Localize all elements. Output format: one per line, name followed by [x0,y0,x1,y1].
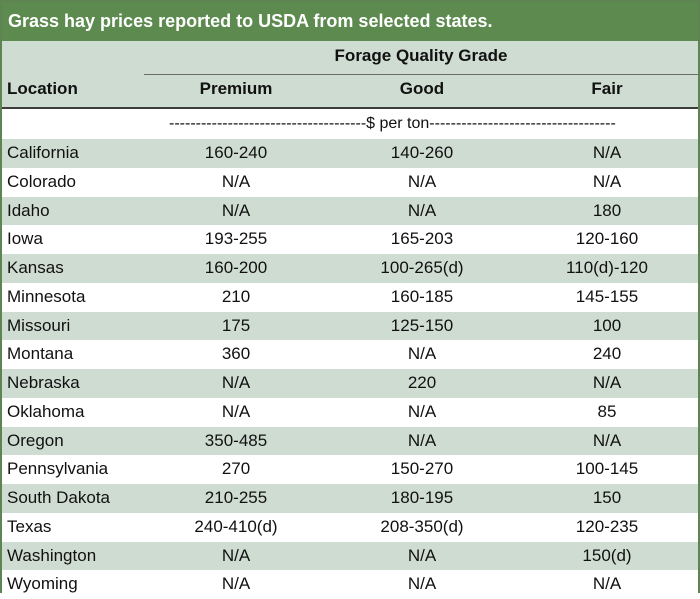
table-header: Forage Quality Grade Location Premium Go… [2,41,698,107]
good-cell: N/A [407,344,437,364]
location-cell: Oklahoma [7,401,85,421]
table-row: Iowa 193-255 165-203 120-160 [2,225,698,254]
table-row: Minnesota 210 160-185 145-155 [2,282,698,312]
good-cell: N/A [407,401,437,421]
table-row: Pennsylvania 270 150-270 100-145 [2,455,698,484]
good-cell: 160-185 [390,286,454,306]
fair-cell: 85 [597,401,617,421]
table-row: Idaho N/A N/A 180 [2,196,698,226]
table-row: Oklahoma N/A N/A 85 [2,397,698,427]
location-cell: Montana [7,344,74,364]
fair-cell: N/A [592,574,622,594]
fair-cell: 240 [592,344,622,364]
fair-cell: N/A [592,171,622,191]
fair-cell: 145-155 [575,286,639,306]
table-row: Montana 360 N/A 240 [2,340,698,369]
table-body: California 160-240 140-260 N/A Colorado N/A N/… [2,139,698,599]
table-row: Wyoming N/A N/A N/A [2,570,698,599]
location-cell: Iowa [7,229,43,249]
premium-cell: N/A [221,200,251,220]
table-row: Colorado N/A N/A N/A [2,167,698,197]
good-cell: 140-260 [390,143,454,162]
location-cell: Washington [7,545,97,565]
premium-cell: 160-200 [204,258,268,277]
table-row: Nebraska N/A 220 N/A [2,369,698,398]
fair-cell: 150(d) [582,545,632,565]
premium-cell: N/A [221,171,251,191]
premium-cell: 240-410(d) [194,516,278,536]
table-row: South Dakota 210-255 180-195 150 [2,484,698,513]
unit-row: -------------------------------------$ p… [2,109,698,139]
fair-cell: N/A [592,373,622,392]
good-cell: N/A [407,171,437,191]
good-cell: 150-270 [390,459,454,479]
fair-cell: 100 [592,315,622,335]
good-cell: 220 [407,373,437,392]
column-header-good: Good [399,79,445,98]
table-row: California 160-240 140-260 N/A [2,139,698,168]
column-header-location: Location [7,79,78,98]
header-divider [2,107,698,109]
fair-cell: 120-235 [575,516,639,536]
column-header-fair: Fair [591,79,623,98]
location-cell: California [7,143,79,162]
good-cell: N/A [407,430,437,450]
table-row: Texas 240-410(d) 208-350(d) 120-235 [2,512,698,542]
premium-cell: N/A [221,545,251,565]
location-cell: Colorado [7,171,76,191]
location-cell: Texas [7,516,52,536]
good-cell: N/A [407,545,437,565]
premium-cell: N/A [221,574,251,594]
premium-cell: 270 [221,459,251,479]
good-cell: 208-350(d) [380,516,464,536]
premium-cell: N/A [221,373,251,392]
good-cell: 165-203 [390,229,454,249]
table-row: Oregon 350-485 N/A N/A [2,426,698,456]
location-cell: South Dakota [7,488,111,507]
good-cell: 180-195 [390,488,454,507]
table-title: Grass hay prices reported to USDA from s… [2,2,698,41]
fair-cell: 150 [592,488,622,507]
location-cell: Missouri [7,315,71,335]
location-cell: Pennsylvania [7,459,109,479]
column-header-premium: Premium [199,79,273,98]
unit-label: -------------------------------------$ p… [169,115,616,132]
premium-cell: 350-485 [204,430,268,450]
good-cell: 100-265(d) [380,258,464,277]
location-cell: Minnesota [7,286,86,306]
group-header-underline [144,74,698,75]
fair-cell: 110(d)-120 [566,258,648,277]
fair-cell: 120-160 [575,229,639,249]
premium-cell: 360 [221,344,251,364]
premium-cell: 210 [221,286,251,306]
premium-cell: 210-255 [204,488,268,507]
premium-cell: 160-240 [204,143,268,162]
table-row: Missouri 175 125-150 100 [2,311,698,341]
fair-cell: 100-145 [575,459,639,479]
premium-cell: 175 [221,315,251,335]
location-cell: Idaho [7,200,50,220]
fair-cell: 180 [592,200,622,220]
location-cell: Nebraska [7,373,80,392]
fair-cell: N/A [592,430,622,450]
good-cell: N/A [407,574,437,594]
location-cell: Kansas [7,258,64,277]
good-cell: 125-150 [390,315,454,335]
table-row: Kansas 160-200 100-265(d) 110(d)-120 [2,254,698,283]
location-cell: Oregon [7,430,64,450]
location-cell: Wyoming [7,574,78,594]
group-header-forage-quality: Forage Quality Grade [334,46,508,65]
premium-cell: 193-255 [204,229,268,249]
fair-cell: N/A [592,143,622,162]
good-cell: N/A [407,200,437,220]
table-row: Washington N/A N/A 150(d) [2,541,698,571]
premium-cell: N/A [221,401,251,421]
